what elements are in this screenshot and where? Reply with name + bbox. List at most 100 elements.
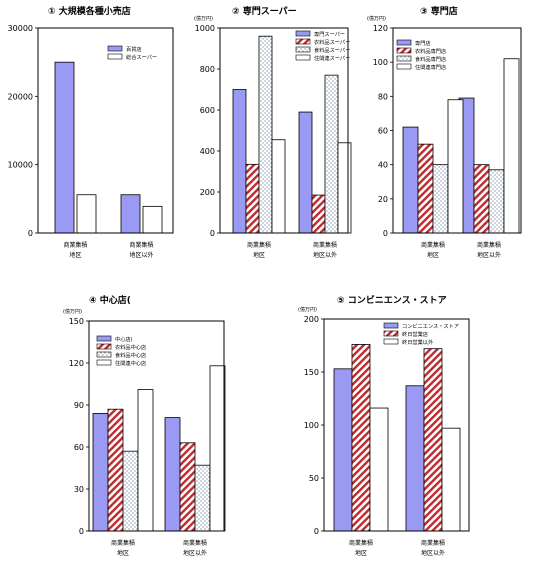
legend-swatch [96,335,112,342]
chart-title: ① 大規模各種小売店 [48,5,131,17]
legend-label: 住関連中心店 [115,359,146,367]
bar [417,143,434,234]
bar [324,74,339,234]
y-tick-label: 100 [373,58,388,67]
bar [76,194,97,234]
legend-label: 中心店( [115,335,133,343]
y-tick-label: 150 [304,368,319,377]
bar [258,35,273,234]
bar [447,99,464,234]
chart-title: ⑤ コンビニエンス・ストア [337,294,447,306]
y-unit-label: (億万円) [194,15,213,22]
y-tick-label: 20000 [8,92,33,101]
bar [120,194,141,234]
x-tick-label: 商業集積 [111,539,135,547]
bar [473,164,490,234]
legend-swatch [107,53,123,60]
y-tick-label: 120 [69,359,84,368]
bar [351,344,371,532]
legend-swatch [396,63,412,70]
legend-label: 総合スーパー [126,53,157,61]
legend-label: 食料品専門店 [415,55,446,63]
x-tick-label: 地区 [69,251,81,259]
y-tick-label: 20 [378,195,388,204]
y-tick-label: 400 [200,147,215,156]
legend-label: 専門店 [415,39,431,47]
legend-label: 専門スーパー [314,30,345,38]
y-unit-label: (億万円) [63,308,82,315]
chart-title: ④ 中心店( [89,294,131,306]
bar [92,412,109,532]
bar [54,61,75,234]
legend-label: 衣料品専門店 [415,47,446,55]
bar [137,389,154,532]
bar [423,348,443,532]
y-tick-label: 90 [74,401,84,410]
bar [503,58,520,234]
legend-swatch [96,351,112,358]
bar [179,442,196,532]
bar [432,164,449,234]
y-tick-label: 100 [304,421,319,430]
y-tick-label: 600 [200,106,215,115]
bar [488,169,505,234]
legend-swatch [107,45,123,52]
legend-swatch [96,359,112,366]
y-tick-label: 0 [210,229,215,238]
bar [441,427,461,532]
y-tick-label: 0 [314,527,319,536]
x-tick-label: 地区 [427,251,439,259]
x-tick-label: 商業集積 [247,241,271,249]
bar [311,194,326,234]
y-tick-label: 60 [378,127,388,136]
bar [164,417,181,532]
legend-swatch [295,54,311,61]
plot-frame [37,27,174,234]
y-tick-label: 10000 [8,161,33,170]
x-tick-label: 商業集積 [421,539,445,547]
y-tick-label: 40 [378,161,388,170]
legend-label: 食料品スーパー [314,46,350,54]
legend-label: 食料品中心店 [115,351,146,359]
x-tick-label: 商業集積 [421,241,445,249]
y-tick-label: 0 [383,229,388,238]
y-tick-label: 200 [304,315,319,324]
legend-label: コンビニエンス・ストア [402,322,459,330]
x-tick-label: 商業集積 [313,241,337,249]
y-tick-label: 0 [79,527,84,536]
legend-swatch [396,55,412,62]
legend-swatch [396,47,412,54]
bar [142,205,163,234]
bar [232,89,247,234]
bar [209,365,226,532]
x-tick-label: 商業集積 [183,539,207,547]
legend-label: 住関連スーパー [314,54,350,62]
bar [245,163,260,234]
y-tick-label: 50 [309,474,319,483]
y-tick-label: 800 [200,65,215,74]
x-tick-label: 地区以外 [313,251,337,259]
plot-frame [88,320,225,532]
bar [369,407,389,532]
bar [405,385,425,532]
bar [107,408,124,532]
y-tick-label: 60 [74,443,84,452]
x-tick-label: 地区以外 [477,251,501,259]
chart-title: ② 専門スーパー [232,5,297,17]
bar [122,450,139,532]
legend-label: 衣料品中心店 [115,343,146,351]
y-tick-label: 0 [28,229,33,238]
legend-label: 衣料品スーパー [314,38,350,46]
y-tick-label: 1000 [195,24,215,33]
legend-swatch [383,338,399,345]
